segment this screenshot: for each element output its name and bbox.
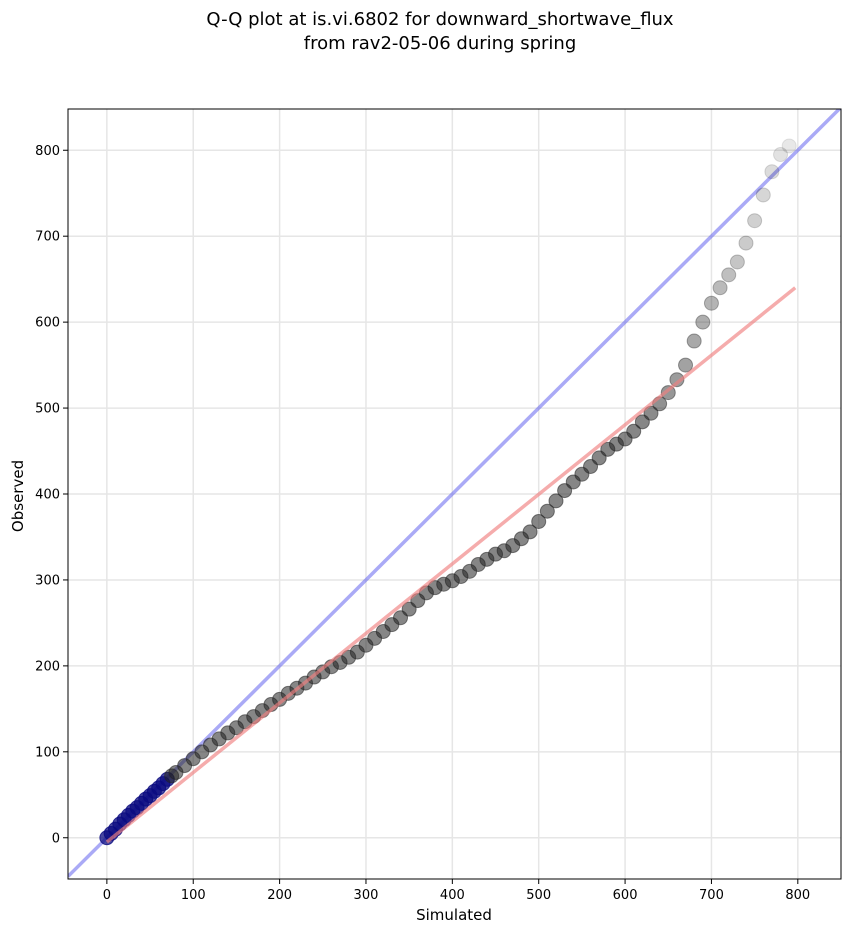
quantile-points <box>99 138 797 846</box>
qq-point <box>626 423 642 439</box>
qq-point <box>712 280 728 296</box>
y-axis-label: Observed <box>9 460 27 532</box>
qq-point <box>764 164 780 180</box>
qq-point <box>686 333 702 349</box>
x-axis-ticks: 0 100 200 300 400 500 600 700 800 <box>103 879 810 903</box>
x-tick-label: 400 <box>440 888 465 903</box>
qq-point <box>531 514 547 529</box>
chart-title-line-1: Q-Q plot at is.vi.6802 for downward_shor… <box>206 9 674 30</box>
y-tick-label: 600 <box>35 316 60 331</box>
qq-point <box>539 503 555 519</box>
qq-point <box>747 213 763 229</box>
qq-point <box>738 235 754 251</box>
y-tick-label: 200 <box>35 659 60 674</box>
x-tick-label: 500 <box>526 888 551 903</box>
qq-point <box>669 372 685 388</box>
x-tick-label: 100 <box>181 888 206 903</box>
x-tick-label: 300 <box>354 888 379 903</box>
y-tick-label: 0 <box>52 831 60 846</box>
x-tick-label: 600 <box>613 888 638 903</box>
qq-point <box>729 254 745 270</box>
qq-point <box>703 295 719 311</box>
x-tick-label: 200 <box>267 888 292 903</box>
qq-point <box>695 314 711 330</box>
qq-point <box>548 493 564 509</box>
chart-title-line-2: from rav2-05-06 during spring <box>304 33 577 54</box>
qq-point <box>773 147 789 163</box>
y-tick-label: 100 <box>35 745 60 760</box>
qq-point <box>781 138 797 154</box>
y-tick-label: 700 <box>35 230 60 245</box>
y-tick-label: 300 <box>35 573 60 588</box>
qq-point <box>721 267 737 283</box>
y-tick-label: 500 <box>35 402 60 417</box>
qq-point <box>678 357 694 373</box>
x-tick-label: 800 <box>785 888 810 903</box>
x-tick-label: 700 <box>699 888 724 903</box>
y-tick-label: 800 <box>35 144 60 159</box>
x-tick-label: 0 <box>103 888 111 903</box>
qq-point <box>755 187 771 203</box>
y-tick-label: 400 <box>35 488 60 503</box>
regression-fit-line <box>105 286 797 844</box>
qq-point <box>643 405 659 421</box>
x-axis-label: Simulated <box>416 906 492 924</box>
y-axis-ticks: 0 100 200 300 400 500 600 700 800 <box>35 144 68 846</box>
qq-point <box>522 524 538 540</box>
